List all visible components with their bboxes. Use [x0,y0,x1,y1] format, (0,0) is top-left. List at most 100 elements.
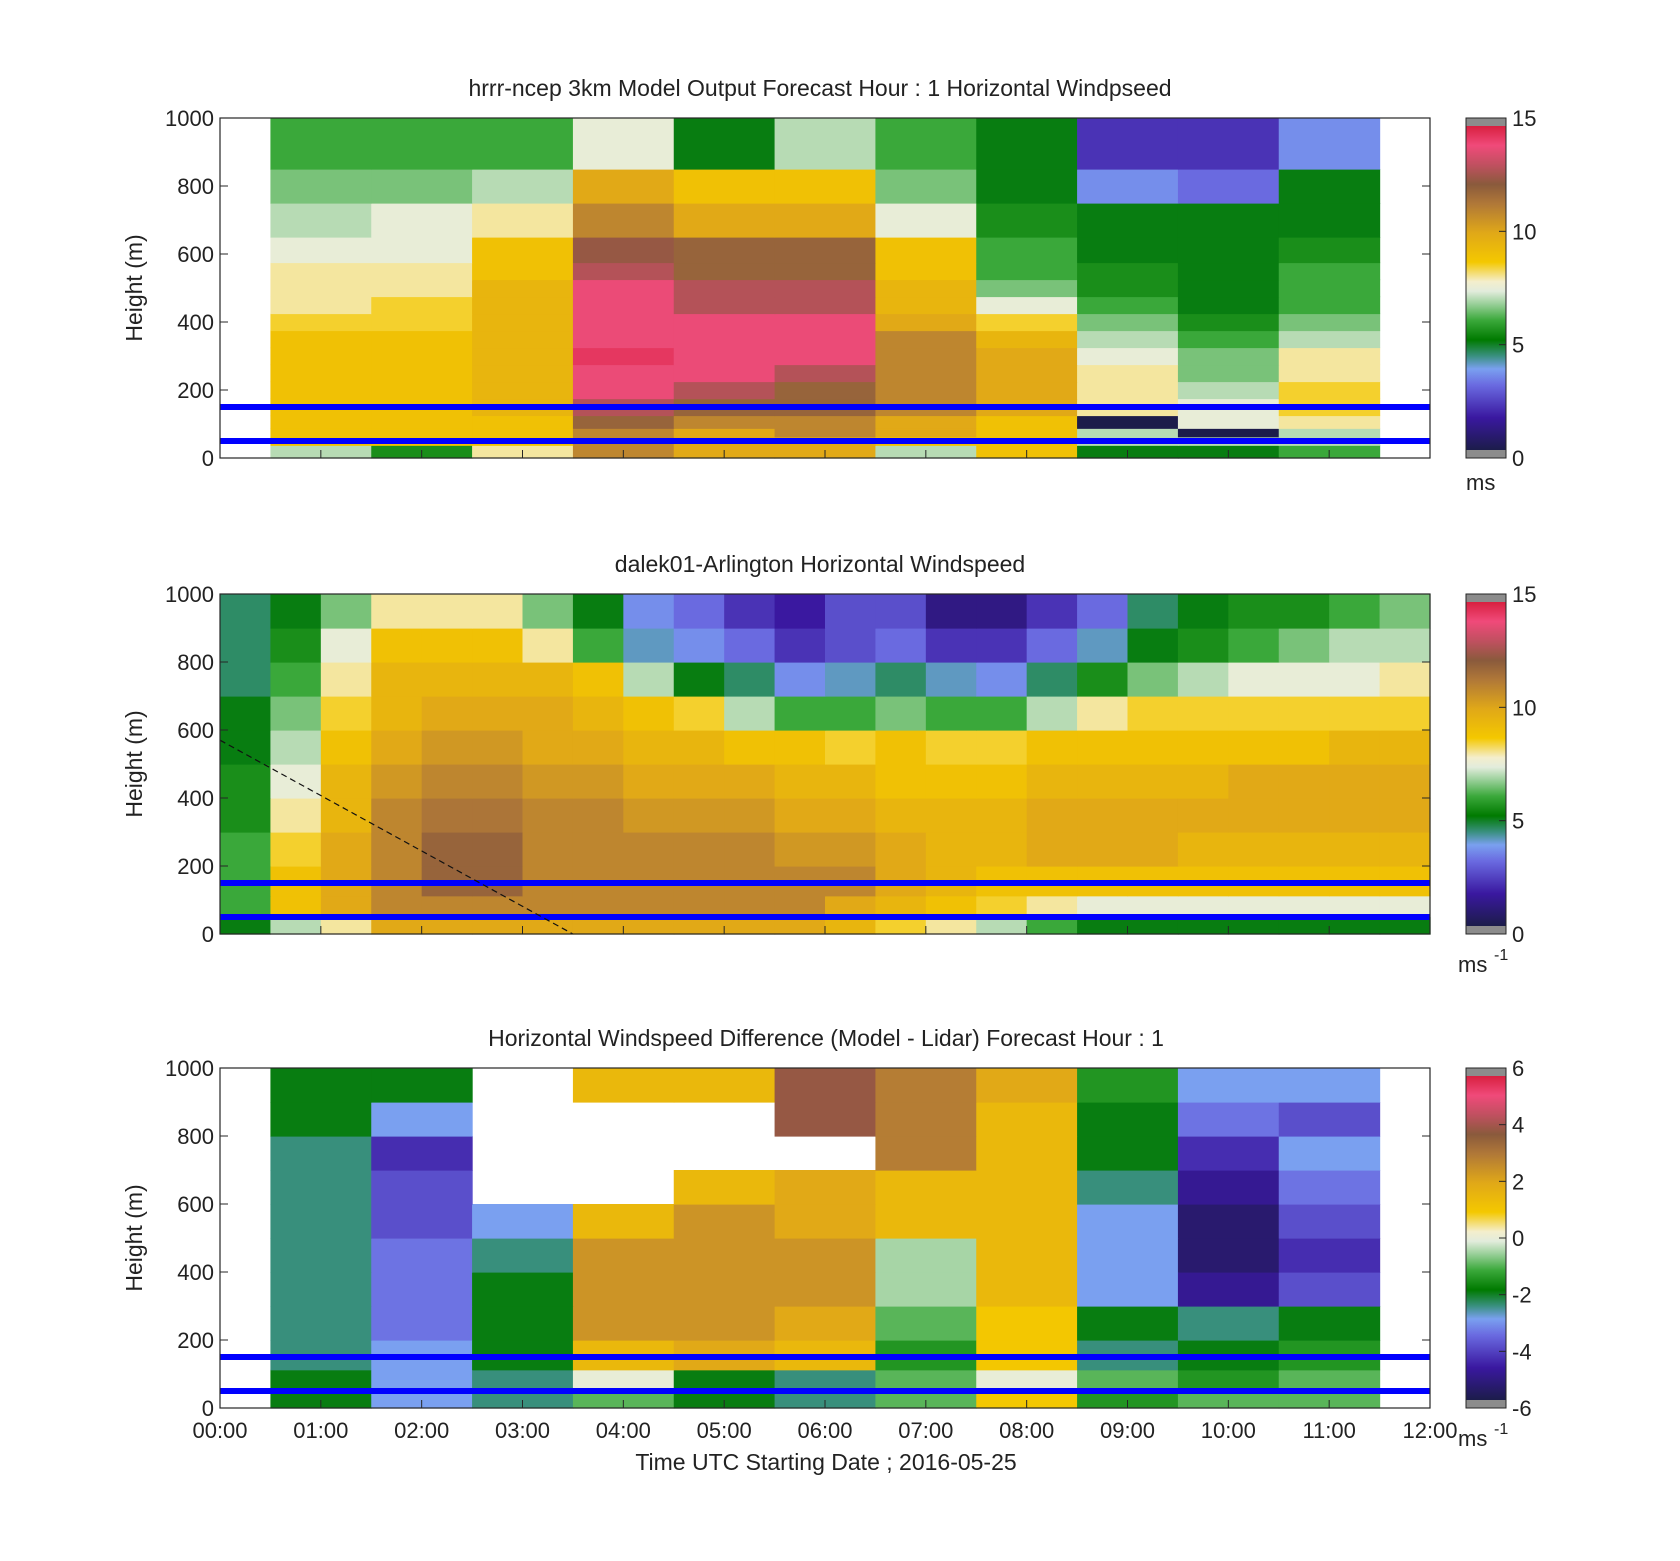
heatmap-cell [673,1238,776,1273]
heatmap-cell [1077,347,1179,366]
heatmap-cell [925,628,977,663]
heatmap-cell [976,628,1028,663]
heatmap-cell [774,1170,877,1205]
heatmap-cell [522,628,574,663]
heatmap-cell [1177,917,1229,935]
heatmap-cell [976,330,1078,349]
heatmap-cell [270,594,322,629]
heatmap-cell [522,832,574,867]
heatmap-cell [623,764,675,799]
heatmap-cell [472,169,574,204]
heatmap-cell [1379,895,1431,918]
heatmap-cell [673,364,776,383]
heatmap-cell [572,1306,675,1341]
heatmap-cell [1177,1068,1280,1103]
heatmap-cell [1177,262,1280,281]
heatmap-cell [724,662,776,697]
heatmap-cell [371,237,473,264]
reference-lines [220,404,1430,444]
heatmap-cell [774,662,826,697]
heatmap-cell [320,895,372,918]
heatmap-cell [270,628,322,663]
heatmap-cell [371,330,473,349]
heatmap-cell [774,628,826,663]
heatmap-cell [875,1068,977,1103]
heatmap-cell [572,169,675,204]
heatmap-cell [976,1068,1078,1103]
y-tick-label: 600 [177,242,214,267]
colorbar-tick-label: 5 [1512,809,1524,834]
heatmap-cell [421,917,473,935]
heatmap-cell [875,832,927,867]
heatmap-cell [1177,1170,1280,1205]
heatmap-cell [774,1306,877,1341]
heatmap-cell [1228,730,1280,765]
heatmap-cell [1278,118,1381,170]
heatmap-cell [673,1068,776,1103]
heatmap-cell [472,730,524,765]
heatmap-cell [976,798,1028,833]
heatmap-cell [1278,628,1330,663]
heatmap-cell [270,296,372,315]
heatmap-cell [1077,1102,1179,1137]
heatmap-cell [522,798,574,833]
heatmap-cell [976,313,1078,332]
colorbar-cap-top [1466,594,1506,602]
heatmap-cell [1278,203,1381,238]
heatmap-cell [1329,594,1381,629]
heatmap-cell [220,696,272,731]
heatmap-cell [572,917,624,935]
heatmap-cell [623,730,675,765]
heatmap-cell [1228,662,1280,697]
heatmap-cell [673,347,776,366]
heatmap-cell [320,832,372,867]
heatmap-cell [1329,798,1381,833]
heatmap-cell [1228,764,1280,799]
heatmap-cell [270,1369,372,1392]
colorbar-unit-label: ms [1458,952,1487,977]
heatmap-cell [623,594,675,629]
heatmap-cell [522,730,574,765]
heatmap-cell [673,764,725,799]
heatmap-cell [724,696,776,731]
x-tick-label: 10:00 [1201,1418,1256,1443]
heatmap-cell [371,662,423,697]
heatmap-cell [270,262,372,281]
heatmap-cell [371,730,423,765]
heatmap-cell [875,594,927,629]
heatmap-cell [875,730,927,765]
heatmap-cell [371,262,473,281]
heatmap-cell [472,364,574,383]
heatmap-cell [1077,428,1179,438]
heatmap-cell [1077,1170,1179,1205]
heatmap-cell [472,1272,574,1307]
colorbar-unit-label: ms [1466,470,1495,495]
heatmap-cell [673,1272,776,1307]
heatmap-cell [1127,764,1179,799]
heatmap-cell [371,1102,473,1137]
heatmap-cell [572,237,675,264]
heatmap-cell [1278,1068,1381,1103]
heatmap-cell [774,696,826,731]
y-tick-label: 200 [177,1328,214,1353]
x-tick-label: 09:00 [1100,1418,1155,1443]
x-axis-ticks [219,450,1431,458]
heatmap-cell [724,895,776,918]
heatmap-cell [1177,313,1280,332]
heatmap-cell [1278,895,1330,918]
heatmap-cell [1278,917,1330,935]
heatmap-cell [270,1102,372,1137]
heatmap-cell [270,415,372,429]
heatmap-cell [1127,628,1179,663]
colorbar: 0 5 10 15 ms [1465,106,1536,495]
heatmap-cell [673,1170,776,1205]
heatmap-cell [673,1391,776,1409]
heatmap-cell [371,1391,473,1409]
colorbar-tick-label: 6 [1512,1056,1524,1081]
y-tick-label: 1000 [165,1056,214,1081]
heatmap-cell [1177,895,1229,918]
heatmap-cell [875,1204,977,1239]
heatmap-cell [421,764,473,799]
heatmap-cell [875,1391,977,1409]
heatmap-cell [1127,730,1179,765]
